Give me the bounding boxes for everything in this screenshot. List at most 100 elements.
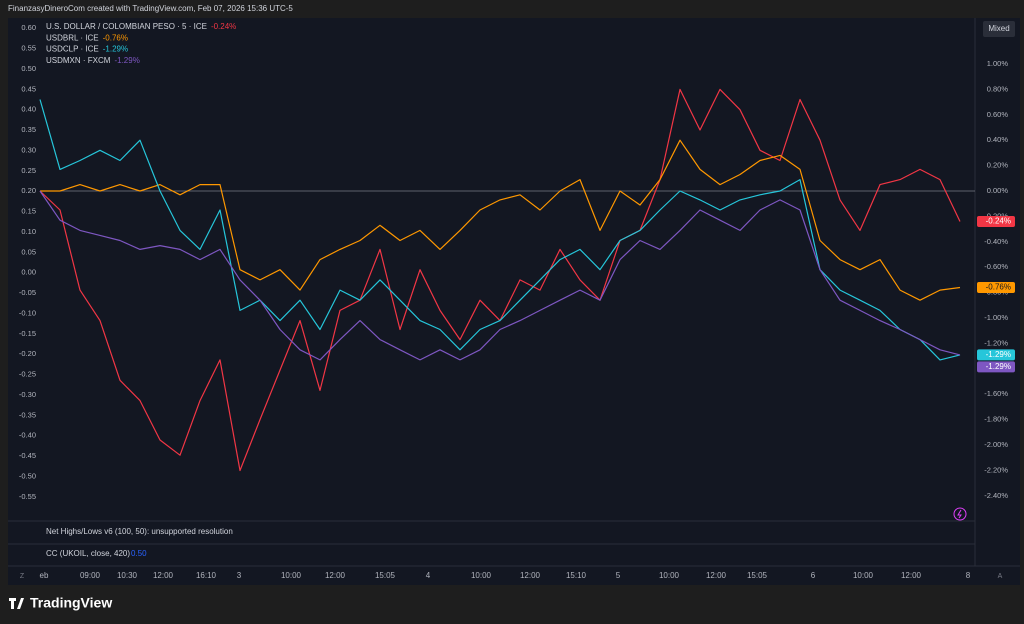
- legend-name: USDBRL · ICE: [46, 33, 99, 42]
- mode-label: Mixed: [988, 24, 1009, 33]
- legend-entry: USDBRL · ICE -0.76%: [46, 33, 128, 42]
- y2-tick-label: -0.60%: [984, 262, 1008, 271]
- y-tick-label: -0.05: [19, 288, 36, 297]
- x-tick-label: 6: [811, 571, 816, 580]
- x-tick-label: 10:00: [659, 571, 680, 580]
- y-tick-label: -0.45: [19, 451, 36, 460]
- y-tick-label: -0.35: [19, 410, 36, 419]
- last-value-badge: [977, 361, 1015, 373]
- series-line: [40, 139, 961, 301]
- last-value-badge: [977, 282, 1015, 294]
- y2-tick-label: -0.20%: [984, 211, 1008, 220]
- legend-entry: U.S. DOLLAR / COLOMBIAN PESO · 5 · ICE -0…: [46, 22, 236, 31]
- x-tick-label: 3: [237, 571, 242, 580]
- legend-entry: USDCLP · ICE -1.29%: [46, 45, 128, 54]
- y-tick-label: 0.40: [21, 105, 36, 114]
- logo: [9, 598, 24, 609]
- alert-icon[interactable]: [953, 507, 967, 521]
- x-tick-label: 10:00: [471, 571, 492, 580]
- x-tick-label: 12:00: [153, 571, 174, 580]
- series-line: [39, 190, 961, 361]
- pane-value: 0.50: [131, 549, 147, 558]
- legend-value: -0.76%: [103, 33, 128, 42]
- y-tick-label: 0.05: [21, 247, 36, 256]
- y2-tick-label: -2.20%: [984, 465, 1008, 474]
- y2-tick-label: -2.40%: [984, 491, 1008, 500]
- x-tick-label: 5: [616, 571, 621, 580]
- header: FinanzasyDineroCom created with TradingV…: [8, 4, 293, 13]
- y-tick-label: -0.55: [19, 492, 36, 501]
- mode-button[interactable]: [983, 21, 1015, 37]
- y-tick-label: -0.15: [19, 329, 36, 338]
- y2-tick-label: 0.80%: [987, 84, 1009, 93]
- x-tick-label: 16:10: [196, 571, 217, 580]
- y-tick-label: -0.25: [19, 370, 36, 379]
- y-tick-label: 0.10: [21, 227, 36, 236]
- x-tick-label: 12:00: [706, 571, 727, 580]
- y2-tick-label: -0.40%: [984, 237, 1008, 246]
- legend-value: -0.24%: [211, 22, 236, 31]
- x-tick-label: 09:00: [80, 571, 101, 580]
- y2-tick-label: -2.00%: [984, 440, 1008, 449]
- y-tick-label: 0.15: [21, 207, 36, 216]
- y-tick-label: -0.10: [19, 308, 36, 317]
- legend-name: U.S. DOLLAR / COLOMBIAN PESO · 5 · ICE: [46, 22, 207, 31]
- y-tick-label: 0.60: [21, 23, 36, 32]
- y-tick-label: -0.20: [19, 349, 36, 358]
- y2-tick-label: 1.00%: [987, 59, 1009, 68]
- x-tick-label: 15:05: [747, 571, 768, 580]
- y-tick-label: -0.40: [19, 431, 36, 440]
- x-tick-label: 12:00: [325, 571, 346, 580]
- x-tick-label: 10:30: [117, 571, 138, 580]
- y2-tick-label: 0.60%: [987, 110, 1009, 119]
- y-tick-label: 0.00: [21, 268, 36, 277]
- x-tick-label: 12:00: [901, 571, 922, 580]
- y-tick-label: 0.25: [21, 166, 36, 175]
- last-value-label: -0.76%: [986, 283, 1011, 292]
- x-tick-label: eb: [40, 571, 49, 580]
- last-value-badge: [977, 215, 1015, 227]
- brand: TradingView: [30, 595, 112, 611]
- y-tick-label: 0.45: [21, 84, 36, 93]
- last-value-badge: [977, 349, 1015, 361]
- y-tick-label: 0.35: [21, 125, 36, 134]
- x-tick-label: 12:00: [520, 571, 541, 580]
- y2-tick-label: -1.60%: [984, 389, 1008, 398]
- legend-name: USDCLP · ICE: [46, 45, 99, 54]
- zoom-button[interactable]: Z: [20, 573, 25, 580]
- pane-label: Net Highs/Lows v6 (100, 50): unsupported…: [46, 527, 233, 536]
- legend-value: -1.29%: [103, 45, 128, 54]
- x-tick-label: 4: [426, 571, 431, 580]
- last-value-label: -1.29%: [986, 362, 1011, 371]
- pane-label: CC (UKOIL, close, 420): [46, 549, 130, 558]
- plot-area: [39, 88, 975, 472]
- legend-entry: USDMXN · FXCM -1.29%: [46, 56, 140, 65]
- y2-tick-label: -1.20%: [984, 338, 1008, 347]
- last-value-label: -0.24%: [986, 217, 1011, 226]
- y-tick-label: 0.30: [21, 145, 36, 154]
- y-tick-label: -0.50: [19, 471, 36, 480]
- x-tick-label: 10:00: [853, 571, 874, 580]
- y2-tick-label: -1.80%: [984, 415, 1008, 424]
- y2-tick-label: 0.20%: [987, 161, 1009, 170]
- y-tick-label: 0.20: [21, 186, 36, 195]
- legend-name: USDMXN · FXCM: [46, 56, 111, 65]
- x-tick-label: 8: [966, 571, 971, 580]
- auto-button[interactable]: A: [998, 573, 1003, 580]
- series-line: [39, 99, 961, 361]
- y-tick-label: -0.30: [19, 390, 36, 399]
- x-tick-label: 15:05: [375, 571, 396, 580]
- y-tick-label: 0.50: [21, 64, 36, 73]
- logo-bg: [8, 598, 24, 609]
- alert-icon-bolt: [957, 509, 962, 519]
- last-value-label: -1.29%: [986, 350, 1011, 359]
- y-tick-label: 0.55: [21, 44, 36, 53]
- legend-value: -1.29%: [114, 56, 139, 65]
- x-tick-label: 10:00: [281, 571, 302, 580]
- y2-tick-label: 0.40%: [987, 135, 1009, 144]
- x-tick-label: 15:10: [566, 571, 587, 580]
- y2-tick-label: 0.00%: [987, 186, 1009, 195]
- y2-tick-label: -1.00%: [984, 313, 1008, 322]
- chart-panel: [8, 18, 1020, 585]
